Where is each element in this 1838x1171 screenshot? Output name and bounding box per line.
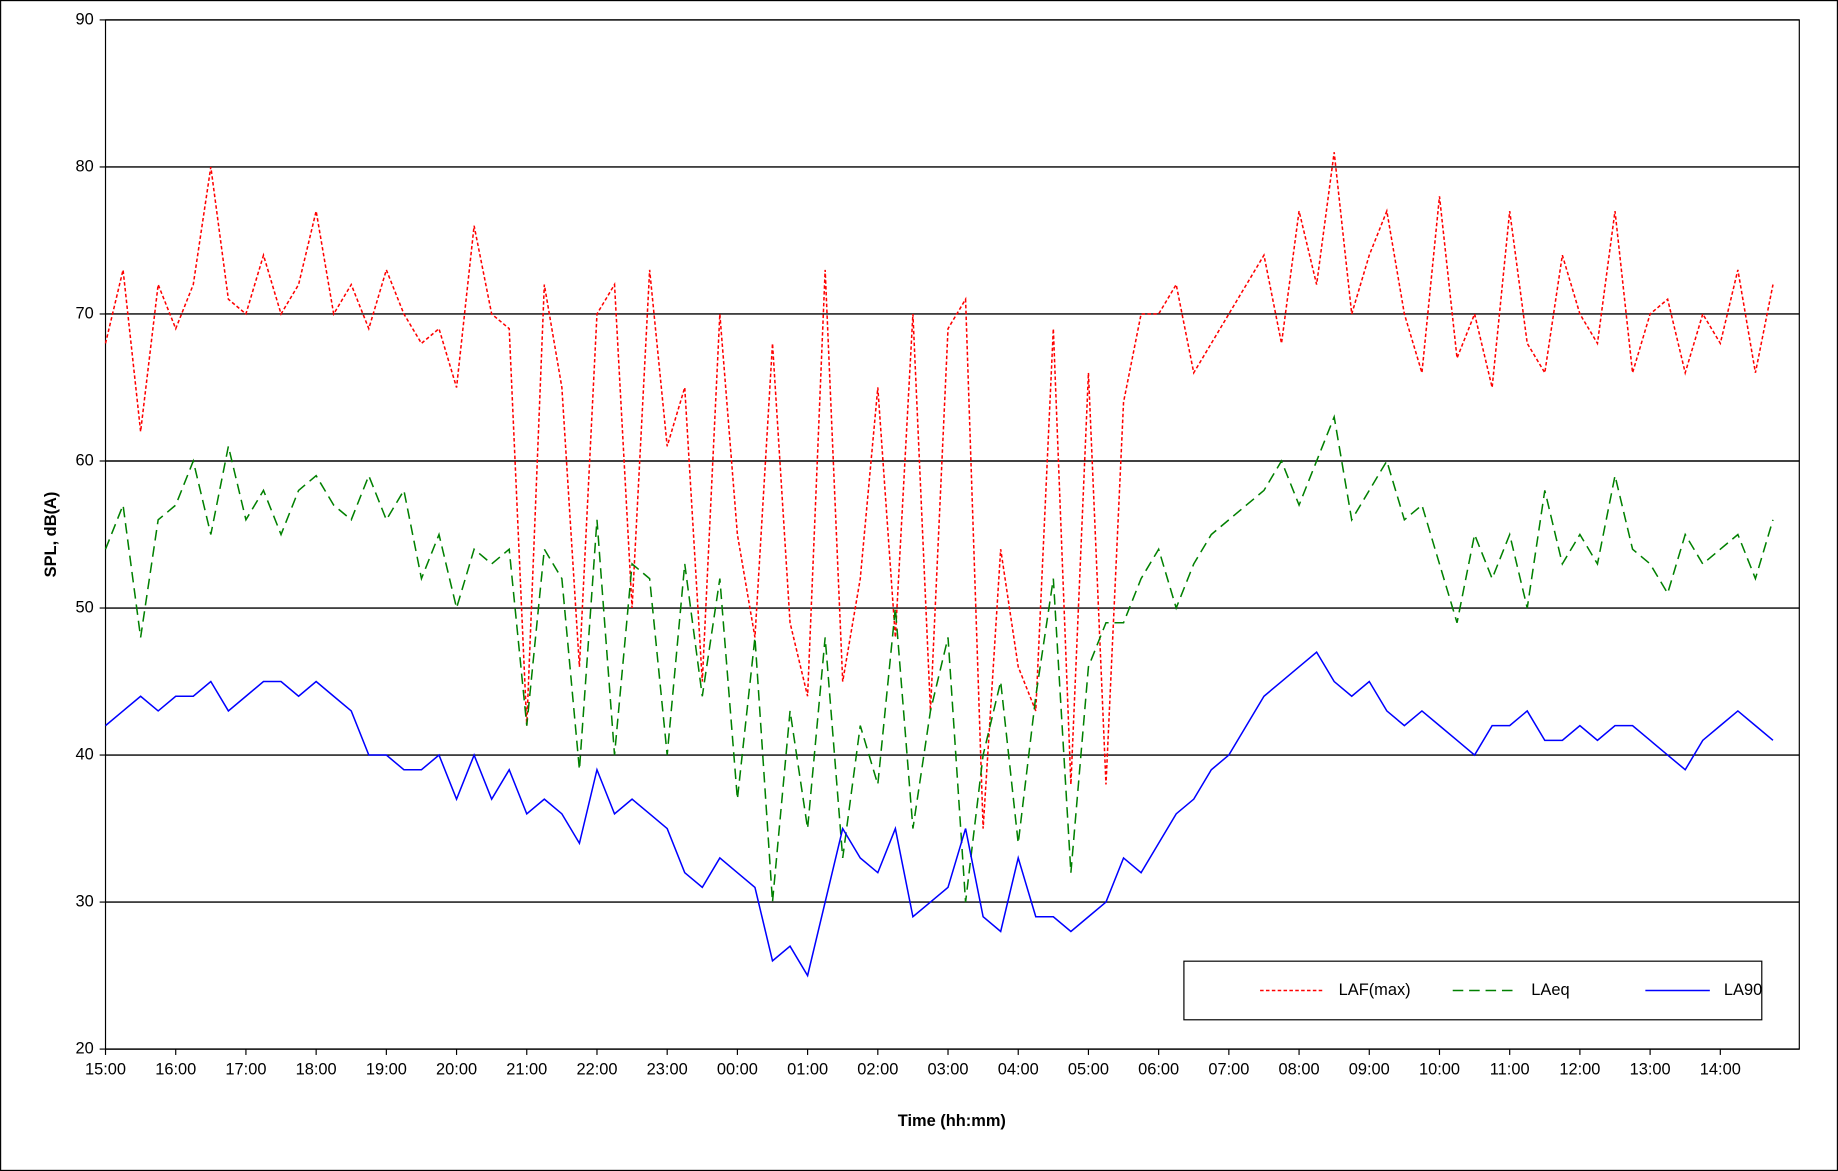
y-axis-title: SPL, dB(A) <box>42 492 60 578</box>
x-tick-label: 06:00 <box>1138 1061 1179 1079</box>
legend: LAF(max) LAeq LA90 <box>1183 960 1763 1021</box>
x-tick-label: 21:00 <box>506 1061 547 1079</box>
x-tick-label: 19:00 <box>366 1061 407 1079</box>
x-tick-label: 23:00 <box>647 1061 688 1079</box>
x-tick-label: 02:00 <box>857 1061 898 1079</box>
y-tick-label: 30 <box>76 892 94 910</box>
y-tick-label: 20 <box>76 1039 94 1057</box>
x-tick-label: 09:00 <box>1349 1061 1390 1079</box>
x-tick-label: 17:00 <box>225 1061 266 1079</box>
x-tick-label: 01:00 <box>787 1061 828 1079</box>
x-tick-label: 05:00 <box>1068 1061 1109 1079</box>
series-line <box>104 414 1774 903</box>
x-axis-title: Time (hh:mm) <box>898 1112 1006 1130</box>
x-tick-label: 10:00 <box>1419 1061 1460 1079</box>
x-tick-label: 18:00 <box>296 1061 337 1079</box>
legend-label: LAeq <box>1531 981 1569 999</box>
x-tick-label: 08:00 <box>1279 1061 1320 1079</box>
x-tick-label: 04:00 <box>998 1061 1039 1079</box>
x-tick-label: 14:00 <box>1700 1061 1741 1079</box>
x-tick-label: 03:00 <box>927 1061 968 1079</box>
y-tick-label: 60 <box>76 451 94 469</box>
x-tick-label: 15:00 <box>85 1061 126 1079</box>
y-tick-label: 40 <box>76 745 94 763</box>
x-tick-label: 00:00 <box>717 1061 758 1079</box>
y-tick-label: 80 <box>76 157 94 175</box>
y-tick-label: 50 <box>76 598 94 616</box>
plot-area <box>104 19 1800 1050</box>
x-tick-label: 07:00 <box>1208 1061 1249 1079</box>
legend-label: LAF(max) <box>1339 981 1411 999</box>
x-tick-label: 13:00 <box>1630 1061 1671 1079</box>
x-tick-label: 16:00 <box>155 1061 196 1079</box>
x-tick-label: 11:00 <box>1490 1061 1530 1079</box>
y-tick-label: 90 <box>76 10 94 28</box>
x-tick-label: 12:00 <box>1559 1061 1600 1079</box>
series-line <box>105 650 1774 978</box>
series-line <box>104 152 1774 829</box>
x-tick-label: 20:00 <box>436 1061 477 1079</box>
y-tick-label: 70 <box>76 304 94 322</box>
x-tick-label: 22:00 <box>576 1061 617 1079</box>
legend-label: LA90 <box>1724 981 1762 999</box>
